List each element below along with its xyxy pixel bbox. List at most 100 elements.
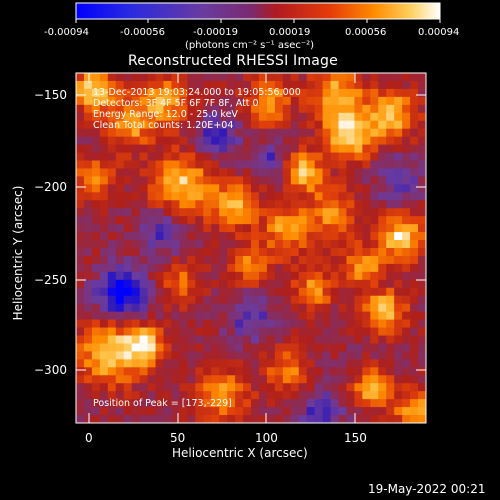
heatmap-cell bbox=[251, 399, 260, 408]
heatmap-cell bbox=[115, 335, 125, 345]
heatmap-cell bbox=[115, 224, 125, 233]
heatmap-cell bbox=[290, 240, 300, 249]
heatmap-cell bbox=[107, 367, 117, 376]
heatmap-cell bbox=[131, 375, 141, 384]
heatmap-cell bbox=[163, 240, 173, 249]
heatmap-cell bbox=[378, 415, 387, 423]
heatmap-cell bbox=[123, 192, 133, 201]
heatmap-cell bbox=[290, 208, 300, 217]
heatmap-cell bbox=[139, 152, 149, 162]
heatmap-cell bbox=[76, 359, 85, 368]
heatmap-cell bbox=[402, 287, 411, 297]
heatmap-cell bbox=[123, 208, 133, 217]
heatmap-cell bbox=[91, 415, 101, 423]
heatmap-cell bbox=[147, 375, 157, 384]
heatmap-cell bbox=[115, 351, 125, 360]
heatmap-cell bbox=[410, 176, 419, 185]
heatmap-cell bbox=[171, 359, 180, 368]
heatmap-cell bbox=[83, 232, 93, 241]
heatmap-cell bbox=[179, 144, 188, 154]
heatmap-cell bbox=[378, 120, 387, 130]
heatmap-cell bbox=[418, 383, 426, 392]
heatmap-cell bbox=[394, 399, 403, 408]
heatmap-cell bbox=[163, 335, 173, 345]
heatmap-cell bbox=[91, 367, 101, 376]
heatmap-cell bbox=[282, 287, 292, 297]
heatmap-cell bbox=[227, 80, 236, 90]
heatmap-cell bbox=[195, 375, 204, 384]
heatmap-cell bbox=[171, 88, 180, 98]
heatmap-cell bbox=[243, 168, 252, 177]
heatmap-cell bbox=[266, 73, 276, 82]
heatmap-cell bbox=[219, 327, 228, 337]
heatmap-cell bbox=[211, 391, 220, 400]
heatmap-cell bbox=[187, 80, 196, 90]
heatmap-cell bbox=[83, 271, 93, 281]
heatmap-cell bbox=[418, 192, 426, 201]
heatmap-cell bbox=[370, 216, 379, 225]
heatmap-cell bbox=[386, 391, 395, 400]
heatmap-cell bbox=[322, 271, 332, 281]
heatmap-cell bbox=[402, 343, 411, 352]
heatmap-cell bbox=[290, 224, 300, 233]
heatmap-cell bbox=[147, 295, 157, 305]
heatmap-cell bbox=[314, 200, 324, 209]
heatmap-cell bbox=[298, 415, 308, 423]
heatmap-cell bbox=[139, 96, 149, 106]
heatmap-cell bbox=[227, 232, 236, 241]
heatmap-cell bbox=[187, 351, 196, 360]
heatmap-cell bbox=[330, 319, 340, 329]
heatmap-cell bbox=[394, 232, 403, 241]
heatmap-cell bbox=[418, 96, 426, 106]
heatmap-cell bbox=[394, 88, 403, 98]
heatmap-cell bbox=[258, 176, 268, 185]
heatmap-cell bbox=[147, 112, 157, 122]
heatmap-cell bbox=[354, 271, 363, 281]
heatmap-cell bbox=[274, 415, 284, 423]
heatmap-cell bbox=[91, 287, 101, 297]
heatmap-cell bbox=[211, 232, 220, 241]
heatmap-cell bbox=[306, 335, 316, 345]
heatmap-cell bbox=[346, 152, 355, 162]
heatmap-cell bbox=[76, 263, 85, 273]
heatmap-cell bbox=[211, 303, 220, 313]
heatmap-cell bbox=[147, 303, 157, 313]
heatmap-cell bbox=[179, 327, 188, 337]
heatmap-cell bbox=[338, 152, 348, 162]
heatmap-cell bbox=[155, 224, 165, 233]
heatmap-cell bbox=[235, 184, 244, 193]
heatmap-cell bbox=[402, 96, 411, 106]
heatmap-cell bbox=[346, 335, 355, 345]
heatmap-cell bbox=[322, 375, 332, 384]
heatmap-cell bbox=[402, 80, 411, 90]
heatmap-cell bbox=[155, 128, 165, 138]
heatmap-cell bbox=[163, 192, 173, 201]
heatmap-cell bbox=[274, 240, 284, 249]
heatmap-cell bbox=[163, 144, 173, 154]
heatmap-cell bbox=[195, 136, 204, 146]
heatmap-cell bbox=[83, 208, 93, 217]
heatmap-cell bbox=[83, 144, 93, 154]
heatmap-cell bbox=[266, 128, 276, 138]
heatmap-cell bbox=[402, 184, 411, 193]
heatmap-cell bbox=[203, 327, 212, 337]
heatmap-cell bbox=[235, 375, 244, 384]
heatmap-cell bbox=[235, 224, 244, 233]
heatmap-cell bbox=[227, 399, 236, 408]
heatmap-cell bbox=[219, 208, 228, 217]
heatmap-cell bbox=[83, 80, 93, 90]
heatmap-cell bbox=[330, 263, 340, 273]
heatmap-cell bbox=[251, 216, 260, 225]
heatmap-cell bbox=[195, 152, 204, 162]
heatmap-cell bbox=[386, 96, 395, 106]
heatmap-cell bbox=[99, 287, 109, 297]
heatmap-cell bbox=[139, 120, 149, 130]
heatmap-cell bbox=[418, 375, 426, 384]
heatmap-cell bbox=[418, 335, 426, 345]
heatmap-cell bbox=[219, 295, 228, 305]
heatmap-cell bbox=[418, 255, 426, 265]
heatmap-cell bbox=[251, 160, 260, 170]
heatmap-cell bbox=[76, 120, 85, 130]
heatmap-cell bbox=[107, 311, 117, 321]
heatmap-cell bbox=[330, 295, 340, 305]
